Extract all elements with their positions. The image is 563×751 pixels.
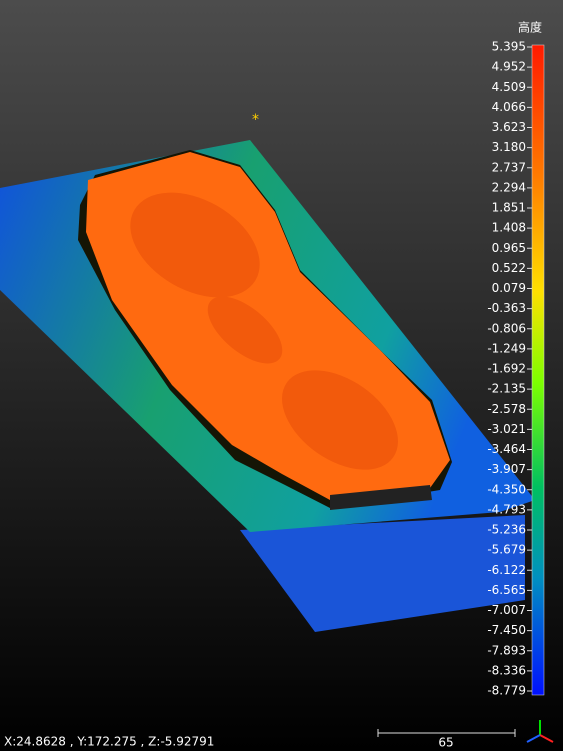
scale-label: 65	[438, 736, 453, 750]
colorbar-labels: 5.395 4.952 4.509 4.066 3.623 3.180 2.737 2.294…	[487, 40, 532, 698]
colorbar-label: 4.952	[492, 60, 526, 74]
colorbar-label: -1.249	[487, 341, 526, 355]
colorbar-title: 高度	[518, 20, 542, 35]
colorbar-label: -5.679	[487, 543, 526, 557]
colorbar-label: -7.007	[487, 603, 526, 617]
shoe-pattern	[130, 192, 398, 470]
colorbar-label: -7.893	[487, 643, 526, 657]
colorbar-label: -8.336	[487, 663, 526, 677]
colorbar-label: -4.793	[487, 502, 526, 516]
colorbar-label: -3.021	[487, 422, 526, 436]
colorbar-label: -3.907	[487, 462, 526, 476]
colorbar-label: 3.180	[492, 140, 526, 154]
colorbar-label: -0.806	[487, 321, 526, 335]
colorbar-label: 0.965	[492, 241, 526, 255]
colorbar-label: -3.464	[487, 442, 526, 456]
colorbar-label: 1.851	[492, 201, 526, 215]
colorbar-label: 4.066	[492, 100, 526, 114]
lower-plane	[240, 515, 525, 632]
shoe-side	[330, 485, 432, 510]
colorbar-label: -5.236	[487, 523, 526, 537]
colorbar-label: -1.692	[487, 362, 526, 376]
colorbar-label: 2.737	[492, 160, 526, 174]
colorbar-label: -8.779	[487, 684, 526, 698]
colorbar-label: 4.509	[492, 80, 526, 94]
colorbar-label: -7.450	[487, 623, 526, 637]
colorbar-label: -0.363	[487, 301, 526, 315]
axis-icon	[526, 720, 554, 743]
colorbar-label: 0.522	[492, 261, 526, 275]
colorbar-label: -6.565	[487, 583, 526, 597]
coordinates: X:24.8628 , Y:172.275 , Z:-5.92791	[4, 735, 214, 749]
point-cloud: *	[0, 112, 535, 632]
colorbar-label: 2.294	[492, 180, 526, 194]
colorbar-label: -2.578	[487, 402, 526, 416]
colorbar-label: 0.079	[492, 281, 526, 295]
colorbar-label: -4.350	[487, 482, 526, 496]
colorbar-label: 3.623	[492, 120, 526, 134]
colorbar-label: 5.395	[492, 40, 526, 54]
pick-marker: *	[252, 112, 259, 128]
colorbar-label: -6.122	[487, 563, 526, 577]
colorbar-label: 1.408	[492, 221, 526, 235]
colorbar	[531, 44, 545, 696]
colorbar-label: -2.135	[487, 382, 526, 396]
